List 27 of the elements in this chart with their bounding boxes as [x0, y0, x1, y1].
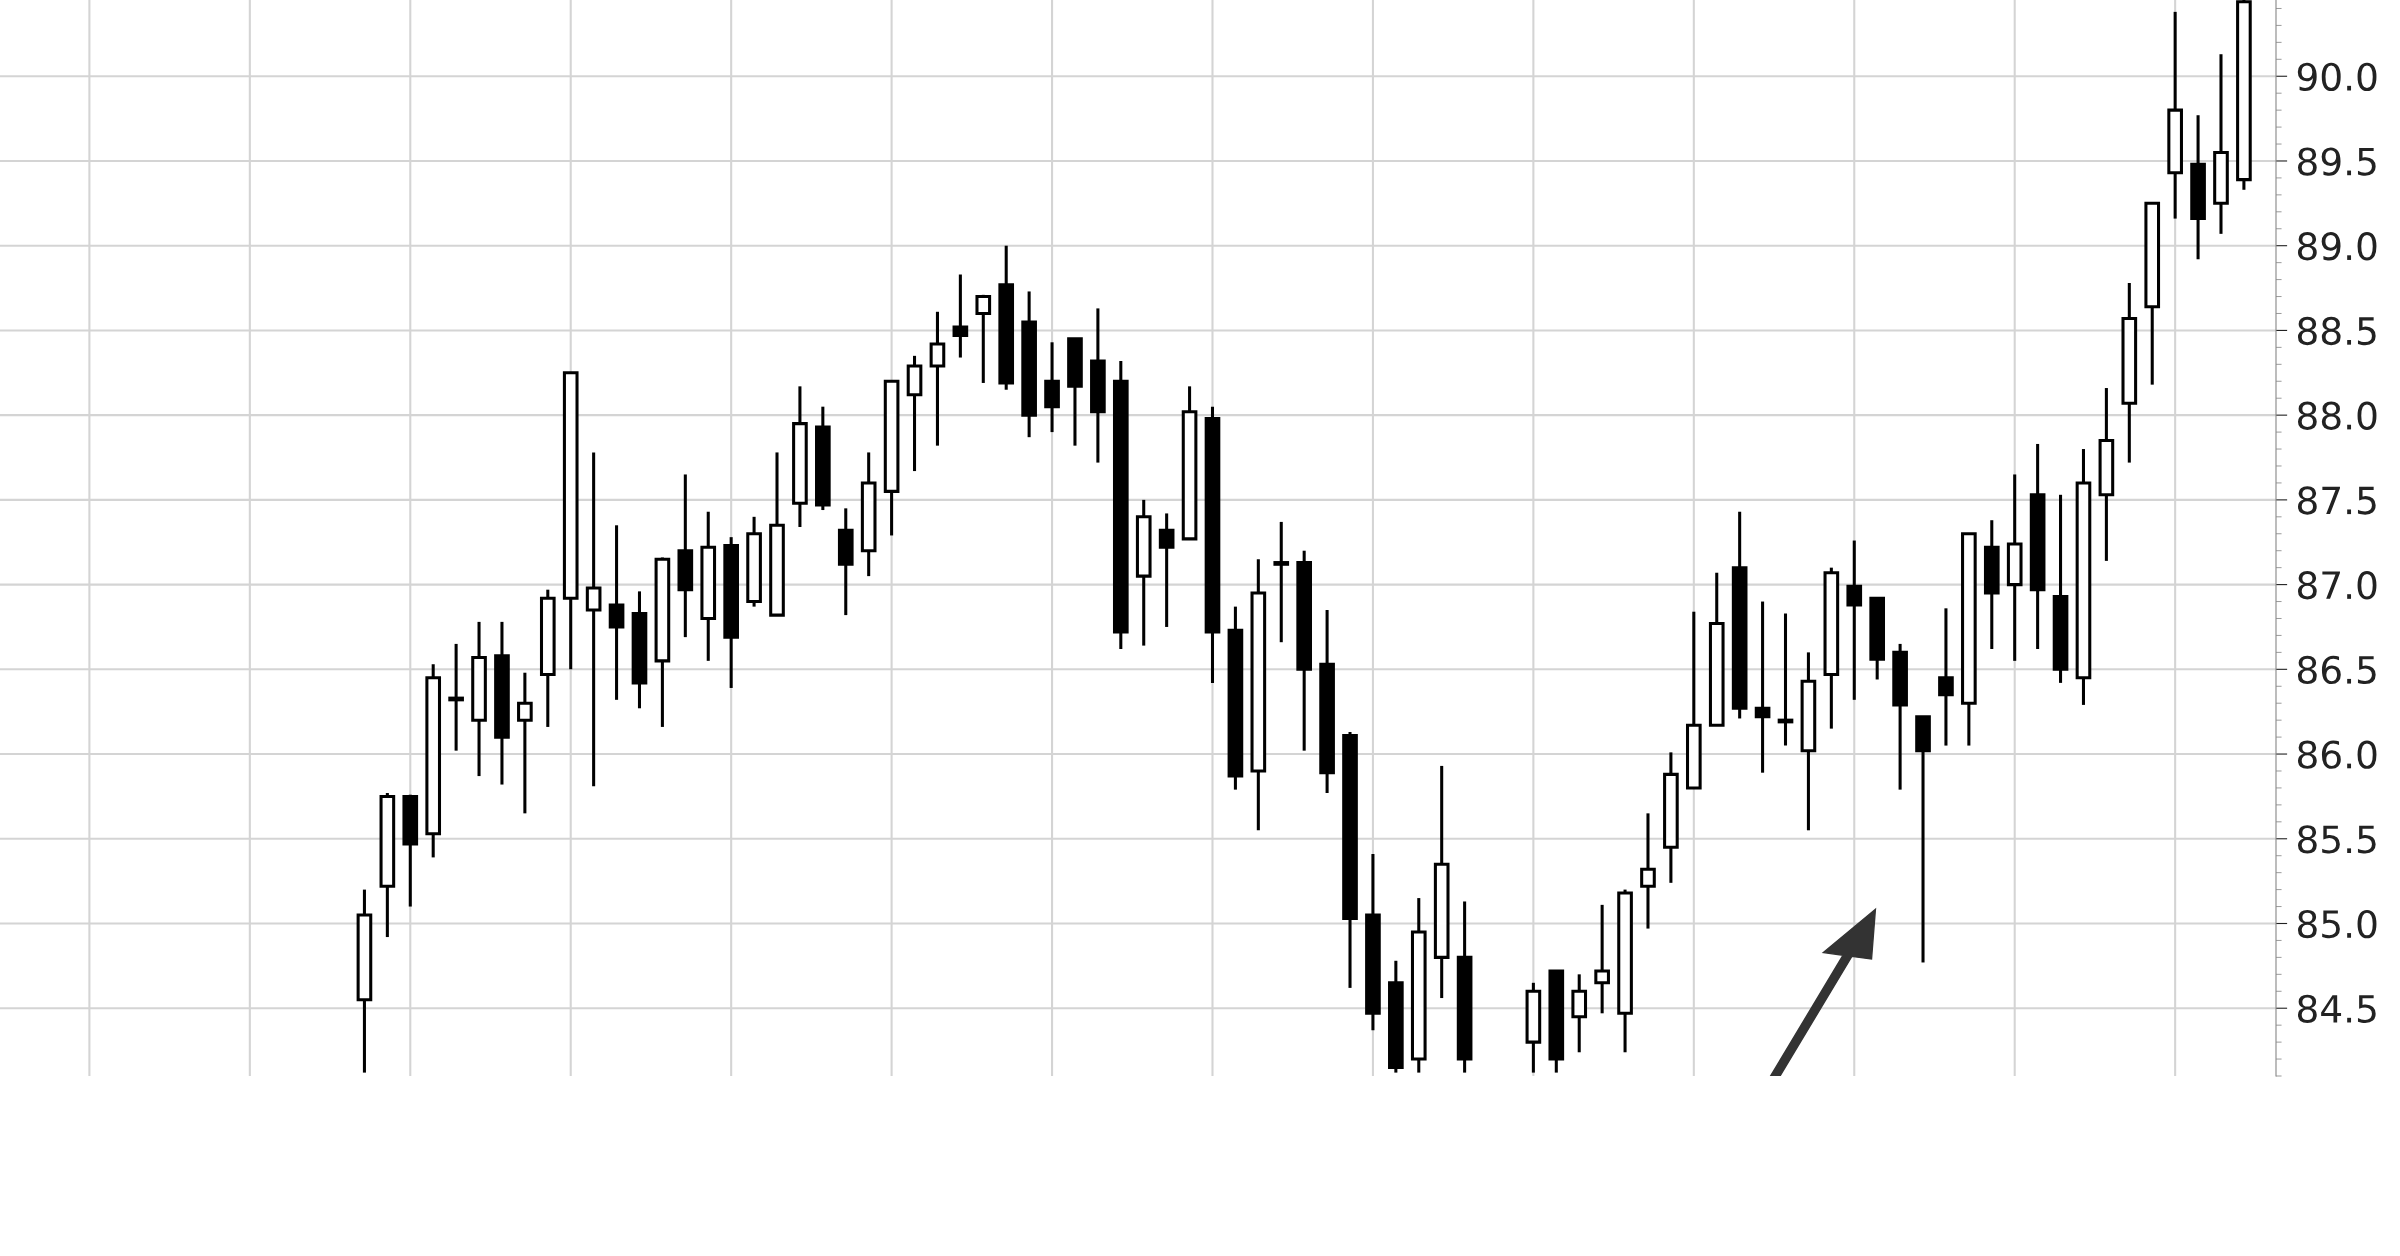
candlestick — [448, 642, 464, 751]
candlestick — [1273, 520, 1290, 644]
y-tick-label: 88.5 — [2297, 316, 2376, 346]
candlestick — [1777, 613, 1794, 746]
candlestick — [1640, 813, 1656, 929]
y-tick-label: 88.0 — [2297, 401, 2377, 430]
y-tick-label: 85.0 — [2297, 909, 2377, 939]
candlestick — [929, 310, 946, 446]
y-tick-label: 85.5 — [2297, 825, 2376, 854]
candlestick — [1754, 601, 1771, 773]
candlestick — [1594, 903, 1610, 1014]
candlestick — [608, 525, 625, 700]
candlestick — [975, 293, 992, 383]
y-tick-label: 87.0 — [2297, 571, 2377, 600]
y-tick-label: 90.0 — [2297, 62, 2377, 92]
y-tick-label: 84.5 — [2297, 994, 2376, 1023]
candlestick — [517, 672, 533, 814]
candlestick — [1938, 608, 1954, 746]
candlestick — [585, 452, 602, 787]
candlestick — [1846, 540, 1863, 700]
y-tick-label: 89.0 — [2297, 232, 2377, 261]
y-tick-label: 89.5 — [2297, 147, 2376, 176]
candlestick — [1158, 513, 1175, 627]
y-tick-label: 86.5 — [2297, 655, 2376, 685]
y-tick-label: 86.0 — [2297, 740, 2377, 769]
y-tick-label: 87.5 — [2297, 486, 2376, 515]
candlestick — [952, 274, 969, 358]
